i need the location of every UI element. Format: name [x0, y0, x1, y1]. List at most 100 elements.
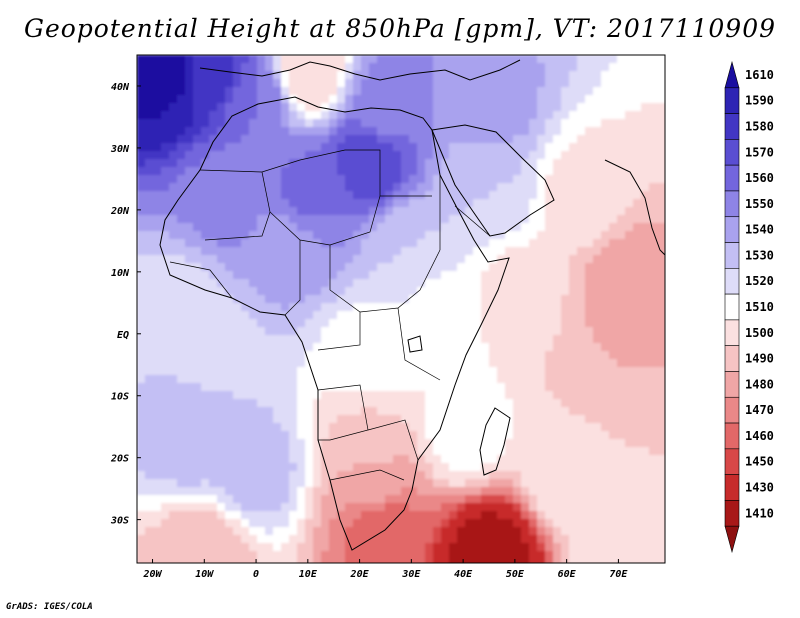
field-cell [169, 423, 178, 432]
field-cell [521, 215, 530, 224]
field-cell [513, 239, 522, 248]
field-cell [337, 263, 346, 272]
field-cell [321, 263, 330, 272]
field-cell [617, 239, 626, 248]
field-cell [577, 239, 586, 248]
field-cell [217, 151, 226, 160]
field-cell [497, 303, 506, 312]
field-cell [521, 279, 530, 288]
field-cell [561, 535, 570, 544]
field-cell [161, 287, 170, 296]
field-cell [153, 423, 162, 432]
field-cell [577, 71, 586, 80]
field-cell [393, 151, 402, 160]
field-cell [593, 431, 602, 440]
field-cell [585, 71, 594, 80]
field-cell [617, 479, 626, 488]
field-cell [577, 375, 586, 384]
field-cell [393, 511, 402, 520]
field-cell [409, 527, 418, 536]
field-cell [641, 535, 650, 544]
field-cell [185, 351, 194, 360]
field-cell [377, 143, 386, 152]
field-cell [529, 55, 538, 64]
field-cell [521, 231, 530, 240]
field-cell [545, 87, 554, 96]
field-cell [497, 231, 506, 240]
field-cell [385, 87, 394, 96]
field-cell [577, 503, 586, 512]
field-cell [497, 511, 506, 520]
field-cell [137, 183, 146, 192]
field-cell [401, 135, 410, 144]
colorbar: 1610159015801570156015501540153015201510… [724, 60, 774, 554]
field-cell [201, 327, 210, 336]
field-cell [401, 143, 410, 152]
field-cell [505, 447, 514, 456]
field-cell [489, 535, 498, 544]
field-cell [465, 231, 474, 240]
field-cell [361, 399, 370, 408]
field-cell [433, 343, 442, 352]
field-cell [457, 87, 466, 96]
field-cell [457, 367, 466, 376]
field-cell [361, 255, 370, 264]
field-cell [177, 103, 186, 112]
field-cell [145, 479, 154, 488]
field-cell [137, 399, 146, 408]
field-cell [449, 527, 458, 536]
field-cell [417, 359, 426, 368]
field-cell [537, 55, 546, 64]
field-cell [609, 215, 618, 224]
field-cell [497, 431, 506, 440]
field-cell [425, 279, 434, 288]
field-cell [329, 55, 338, 64]
field-cell [193, 327, 202, 336]
field-cell [409, 215, 418, 224]
field-cell [209, 223, 218, 232]
field-cell [185, 511, 194, 520]
field-cell [633, 303, 642, 312]
field-cell [473, 247, 482, 256]
field-cell [633, 87, 642, 96]
field-cell [561, 255, 570, 264]
field-cell [537, 447, 546, 456]
field-cell [657, 495, 665, 504]
field-cell [433, 479, 442, 488]
field-cell [281, 87, 290, 96]
field-cell [241, 447, 250, 456]
field-cell [249, 375, 258, 384]
field-cell [137, 431, 146, 440]
field-cell [193, 487, 202, 496]
field-cell [305, 159, 314, 168]
field-cell [441, 127, 450, 136]
field-cell [377, 71, 386, 80]
field-cell [233, 527, 242, 536]
field-cell [433, 367, 442, 376]
field-cell [545, 503, 554, 512]
field-cell [585, 55, 594, 64]
field-cell [481, 231, 490, 240]
field-cell [193, 287, 202, 296]
field-cell [521, 415, 530, 424]
field-cell [489, 351, 498, 360]
field-cell [505, 71, 514, 80]
field-cell [577, 327, 586, 336]
field-cell [641, 127, 650, 136]
field-cell [369, 55, 378, 64]
field-cell [417, 247, 426, 256]
field-cell [513, 335, 522, 344]
field-cell [441, 215, 450, 224]
field-cell [609, 279, 618, 288]
field-cell [241, 375, 250, 384]
field-cell [289, 175, 298, 184]
field-cell [361, 415, 370, 424]
field-cell [137, 319, 146, 328]
field-cell [417, 151, 426, 160]
field-cell [529, 63, 538, 72]
field-cell [201, 215, 210, 224]
field-cell [449, 143, 458, 152]
field-cell [169, 71, 178, 80]
field-cell [369, 279, 378, 288]
field-cell [209, 543, 218, 552]
